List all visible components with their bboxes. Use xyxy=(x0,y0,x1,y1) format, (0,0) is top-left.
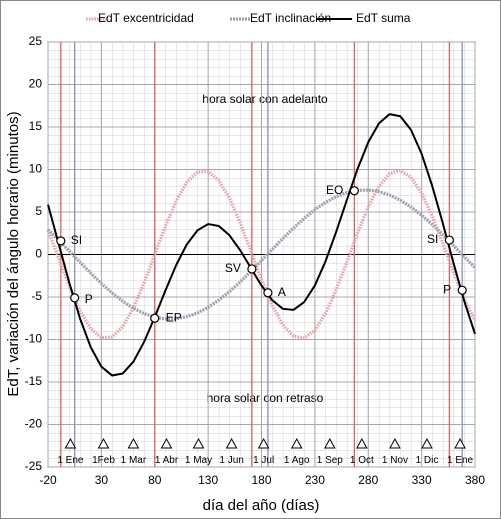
x-tick-label: 30 xyxy=(95,473,109,487)
month-marker xyxy=(64,438,77,449)
month-label: 1 Jun xyxy=(219,455,243,466)
series-line xyxy=(46,168,477,340)
month-label: 1Feb xyxy=(92,455,115,466)
x-tick-label: 130 xyxy=(198,473,218,487)
x-tick-label: 230 xyxy=(305,473,325,487)
month-marker xyxy=(192,438,205,449)
month-label: 1 Ene xyxy=(57,455,84,466)
y-tick-label: -15 xyxy=(25,374,43,388)
month-marker xyxy=(355,438,368,449)
month-label: 1 Dic xyxy=(416,455,439,466)
y-tick-label: 15 xyxy=(29,119,43,133)
annotation: hora solar con retraso xyxy=(207,391,324,405)
legend-label: EdT suma xyxy=(356,11,411,25)
point-label: A xyxy=(278,285,286,299)
key-point xyxy=(70,293,80,303)
x-tick-label: -20 xyxy=(39,473,57,487)
month-label: 1 Abr xyxy=(155,455,179,466)
month-label: 1 Ene xyxy=(447,455,474,466)
point-label: SI xyxy=(427,232,438,246)
series-line xyxy=(46,188,477,321)
x-tick-label: 330 xyxy=(412,473,432,487)
point-label: SV xyxy=(225,261,241,275)
month-marker xyxy=(225,438,238,449)
key-point xyxy=(349,186,359,196)
month-label: 1 Sep xyxy=(317,455,344,466)
point-label: SI xyxy=(71,233,82,247)
y-tick-label: -10 xyxy=(25,332,43,346)
month-marker xyxy=(160,438,173,449)
legend-label: EdT excentricidad xyxy=(98,11,194,25)
month-label: 1 Mar xyxy=(121,455,147,466)
month-marker xyxy=(97,438,110,449)
month-marker xyxy=(257,438,270,449)
y-tick-label: -5 xyxy=(31,289,42,303)
month-label: 1 May xyxy=(185,455,212,466)
annotation: hora solar con adelanto xyxy=(202,92,328,106)
key-point xyxy=(56,236,66,246)
x-tick-label: 380 xyxy=(465,473,485,487)
x-axis-title: día del año (días) xyxy=(203,497,320,514)
key-point xyxy=(263,288,273,298)
point-label: P xyxy=(443,282,451,296)
y-tick-label: -25 xyxy=(25,459,43,473)
key-point xyxy=(444,235,454,245)
month-marker xyxy=(290,438,303,449)
key-point xyxy=(247,264,257,274)
key-point xyxy=(150,313,160,323)
month-label: 1 Oct xyxy=(350,455,374,466)
month-marker xyxy=(421,438,433,449)
legend-label: EdT inclinación xyxy=(250,11,331,25)
x-tick-label: 280 xyxy=(358,473,378,487)
point-label: EO xyxy=(326,183,343,197)
point-label: P xyxy=(85,292,93,306)
x-tick-label: 180 xyxy=(251,473,271,487)
x-tick-label: 80 xyxy=(148,473,162,487)
month-marker xyxy=(454,438,466,449)
month-marker xyxy=(323,438,336,449)
y-tick-label: 20 xyxy=(29,77,43,91)
series-line xyxy=(47,113,476,377)
point-label: EP xyxy=(166,310,182,324)
month-marker xyxy=(389,438,401,449)
y-tick-label: 25 xyxy=(29,34,43,48)
y-tick-label: 5 xyxy=(35,204,42,218)
month-label: 1 Jul xyxy=(253,455,274,466)
y-tick-label: 10 xyxy=(29,162,43,176)
month-label: 1 Nov xyxy=(382,455,408,466)
y-tick-label: 0 xyxy=(35,247,42,261)
month-label: 1 Ago xyxy=(284,455,310,466)
month-marker xyxy=(127,438,140,449)
y-tick-label: -20 xyxy=(25,417,43,431)
y-axis-title: EdT, variación del ángulo horario (minut… xyxy=(5,111,22,396)
key-point xyxy=(457,285,467,295)
